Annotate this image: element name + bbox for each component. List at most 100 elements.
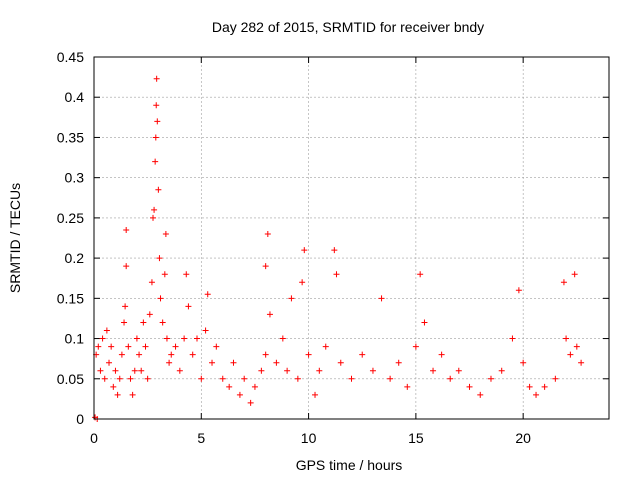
grid-layer <box>94 57 609 419</box>
y-tick-label: 0.4 <box>65 89 85 105</box>
data-point <box>251 383 258 390</box>
data-point <box>97 367 104 374</box>
data-point <box>101 375 108 382</box>
data-point <box>95 343 102 350</box>
data-point <box>417 271 424 278</box>
data-point <box>541 383 548 390</box>
data-point <box>108 343 115 350</box>
data-point <box>142 343 149 350</box>
y-tick-label: 0.15 <box>57 290 84 306</box>
data-point <box>138 367 145 374</box>
data-point <box>202 327 209 334</box>
data-point <box>322 343 329 350</box>
plot-frame <box>93 56 610 420</box>
data-point <box>183 271 190 278</box>
data-point <box>166 359 173 366</box>
data-point <box>103 327 110 334</box>
data-point <box>219 375 226 382</box>
data-point <box>154 118 161 125</box>
data-point <box>152 134 159 141</box>
data-point <box>156 255 163 262</box>
data-point <box>136 351 143 358</box>
data-point <box>153 75 160 82</box>
data-point <box>288 295 295 302</box>
data-point <box>122 303 129 310</box>
data-point <box>140 319 147 326</box>
data-point <box>176 367 183 374</box>
data-point <box>552 375 559 382</box>
y-tick-label: 0 <box>76 411 84 427</box>
data-point <box>266 311 273 318</box>
y-tick-label: 0.2 <box>65 250 85 266</box>
data-point <box>247 399 254 406</box>
data-point <box>305 351 312 358</box>
data-point <box>189 351 196 358</box>
data-point <box>438 351 445 358</box>
y-tick-label: 0.1 <box>65 331 85 347</box>
data-point <box>573 343 580 350</box>
data-points <box>92 75 585 422</box>
data-point <box>498 367 505 374</box>
data-point <box>262 263 269 270</box>
y-tick-label: 0.05 <box>57 371 84 387</box>
data-point <box>146 311 153 318</box>
data-point <box>159 319 166 326</box>
data-point <box>144 375 151 382</box>
data-point <box>430 367 437 374</box>
data-point <box>162 230 169 237</box>
data-point <box>301 247 308 254</box>
tick-label-layer: 0 0.05 0.1 0.15 0.2 0.25 0.3 0.35 0.4 0.45 0 5 10 15 2… <box>57 49 531 446</box>
data-point <box>571 271 578 278</box>
data-point <box>412 343 419 350</box>
data-point <box>299 279 306 286</box>
data-point <box>359 351 366 358</box>
data-point <box>127 375 134 382</box>
data-point <box>258 367 265 374</box>
data-point <box>181 335 188 342</box>
data-point <box>563 335 570 342</box>
data-point <box>123 226 130 233</box>
tick-layer <box>93 56 609 420</box>
data-point <box>151 206 158 213</box>
data-point <box>466 383 473 390</box>
data-point <box>106 359 113 366</box>
data-point <box>114 391 121 398</box>
data-point <box>560 279 567 286</box>
x-tick-label: 20 <box>515 430 531 446</box>
x-tick-label: 5 <box>197 430 205 446</box>
data-point <box>131 367 138 374</box>
data-point <box>262 351 269 358</box>
data-point <box>348 375 355 382</box>
data-point <box>121 319 128 326</box>
data-point <box>378 295 385 302</box>
data-point <box>226 383 233 390</box>
data-point <box>112 367 119 374</box>
data-point <box>515 287 522 294</box>
data-point <box>331 247 338 254</box>
y-axis-label: SRMTID / TECUs <box>7 183 23 293</box>
data-point <box>395 359 402 366</box>
data-point <box>404 383 411 390</box>
chart-title: Day 282 of 2015, SRMTID for receiver bnd… <box>212 19 484 35</box>
data-point <box>279 335 286 342</box>
data-point <box>148 279 155 286</box>
data-point <box>129 391 136 398</box>
data-point <box>567 351 574 358</box>
data-point <box>294 375 301 382</box>
y-tick-label: 0.45 <box>57 49 84 65</box>
data-point <box>198 375 205 382</box>
data-point <box>236 391 243 398</box>
data-point <box>316 367 323 374</box>
data-point <box>110 383 117 390</box>
data-point <box>533 391 540 398</box>
data-point <box>161 271 168 278</box>
data-point <box>487 375 494 382</box>
data-point <box>123 263 130 270</box>
y-tick-label: 0.3 <box>65 170 85 186</box>
data-point <box>509 335 516 342</box>
x-tick-label: 10 <box>301 430 317 446</box>
data-point <box>168 351 175 358</box>
data-point <box>520 359 527 366</box>
data-point <box>152 158 159 165</box>
